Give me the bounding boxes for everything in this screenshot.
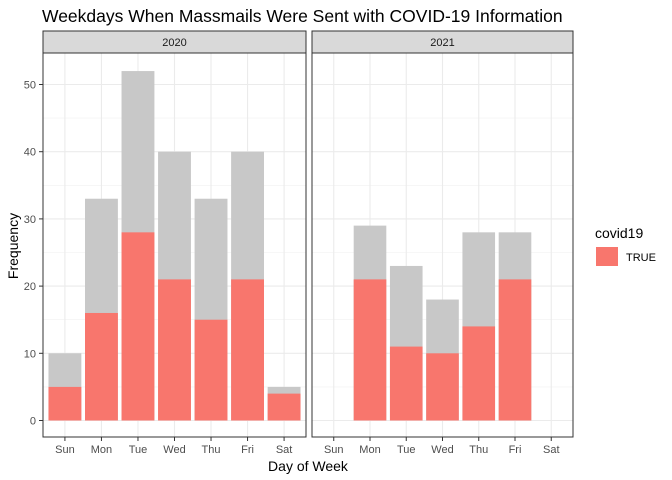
bar-covid-fri [231, 279, 264, 421]
legend-title: covid19 [595, 225, 643, 241]
x-axis-label: Day of Week [268, 458, 349, 474]
bar-covid-mon [353, 279, 387, 421]
y-tick-label: 0 [30, 416, 36, 428]
y-tick-label: 10 [24, 348, 36, 360]
x-tick-label: Wed [431, 444, 453, 456]
bar-covid-tue [121, 232, 155, 421]
x-tick-label: Wed [163, 444, 185, 456]
x-tick-label: Sun [55, 444, 75, 456]
y-tick-label: 40 [24, 147, 36, 159]
y-tick-label: 30 [24, 214, 36, 226]
facet-strip-label: 2020 [162, 37, 186, 49]
x-tick-label: Sun [324, 444, 344, 456]
bar-covid-sun [48, 386, 82, 421]
y-tick-label: 20 [24, 281, 36, 293]
chart-title: Weekdays When Massmails Were Sent with C… [42, 6, 563, 26]
x-tick-label: Sat [276, 444, 293, 456]
y-axis-label: Frequency [5, 213, 21, 279]
x-tick-label: Thu [469, 444, 488, 456]
bar-covid-tue [389, 346, 423, 421]
x-tick-label: Fri [509, 444, 522, 456]
facet-strip-label: 2021 [430, 37, 454, 49]
bar-covid-fri [498, 279, 532, 421]
y-tick-label: 50 [24, 80, 36, 92]
facet-2020: 2020 Sun Mon Tue Wed Thu Fri Sat 0 10 20 30 40 50 [24, 30, 307, 456]
bar-covid-thu [194, 319, 228, 421]
facet-panels: 2020 Sun Mon Tue Wed Thu Fri Sat 0 10 20 30 40 50 2021… [24, 30, 574, 456]
bar-covid-mon [85, 312, 118, 421]
x-tick-label: Tue [129, 444, 148, 456]
x-tick-label: Mon [359, 444, 380, 456]
x-tick-label: Sat [543, 444, 560, 456]
bar-covid-sat [267, 393, 301, 421]
x-tick-label: Thu [202, 444, 221, 456]
legend: covid19 TRUE [595, 225, 656, 266]
x-tick-label: Mon [91, 444, 112, 456]
facet-2021: 2021 Sun Mon Tue Wed Thu Fri Sat [311, 30, 574, 456]
x-tick-label: Tue [397, 444, 416, 456]
bar-covid-thu [462, 326, 496, 421]
legend-key-true [596, 247, 618, 266]
legend-label-true: TRUE [626, 252, 656, 264]
bar-covid-wed [426, 353, 459, 421]
x-tick-label: Fri [241, 444, 254, 456]
bar-covid-wed [158, 279, 191, 421]
